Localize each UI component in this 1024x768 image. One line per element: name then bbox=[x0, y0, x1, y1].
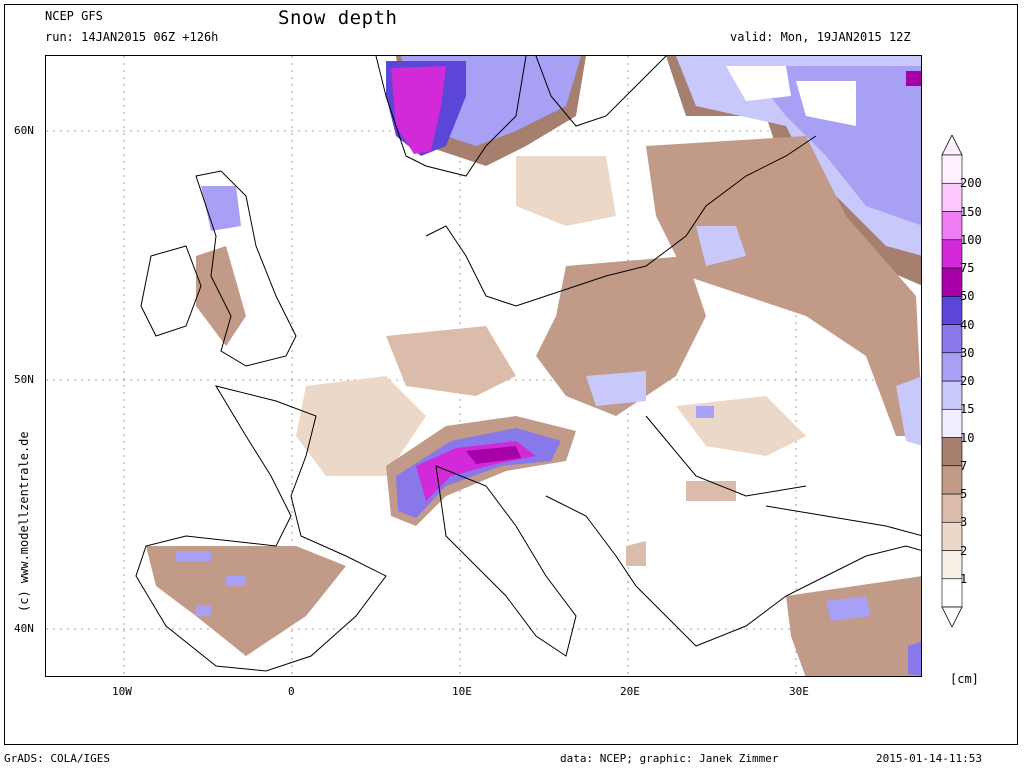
legend-swatch bbox=[941, 408, 963, 438]
legend-level-label: 20 bbox=[960, 374, 975, 388]
legend-unit: [cm] bbox=[950, 672, 979, 686]
snow-field-alps bbox=[386, 416, 576, 526]
legend-swatch bbox=[941, 295, 963, 325]
legend-swatch bbox=[941, 437, 963, 467]
snow-field-southeast bbox=[626, 481, 921, 676]
plot-frame bbox=[4, 4, 1018, 745]
legend-level-label: 15 bbox=[960, 402, 975, 417]
lat-label-40n: 40N bbox=[14, 622, 34, 635]
legend-level-label: 150 bbox=[960, 204, 982, 219]
legend-level-label: 100 bbox=[960, 232, 982, 247]
legend-level-label: 3 bbox=[960, 515, 968, 530]
legend-swatch bbox=[941, 182, 963, 212]
footer-grads: GrADS: COLA/IGES bbox=[4, 752, 110, 765]
legend-swatch bbox=[941, 380, 963, 410]
coastlines bbox=[135, 56, 921, 672]
model-label: NCEP GFS bbox=[45, 9, 103, 23]
legend-level-label: 10 bbox=[960, 430, 975, 445]
legend-level-label: 2 bbox=[960, 543, 968, 558]
lon-label-0: 0 bbox=[288, 685, 295, 698]
legend-swatch bbox=[941, 550, 963, 580]
map-title: Snow depth bbox=[278, 7, 398, 29]
legend-colorbar bbox=[941, 135, 963, 627]
snow-field-north bbox=[386, 56, 921, 446]
legend-level-label: 7 bbox=[960, 458, 968, 473]
legend-level-label: 1 bbox=[960, 571, 968, 586]
legend-level-label: 75 bbox=[960, 261, 975, 275]
legend-level-label: 200 bbox=[960, 176, 982, 191]
footer-timestamp: 2015-01-14-11:53 bbox=[876, 752, 982, 765]
legend-arrow-bottom bbox=[941, 606, 963, 627]
lon-label-20e: 20E bbox=[620, 685, 640, 698]
legend-swatch bbox=[941, 521, 963, 551]
footer-credit: data: NCEP; graphic: Janek Zimmer bbox=[560, 752, 779, 765]
snow-field-iberia bbox=[146, 546, 346, 656]
legend-swatch bbox=[941, 211, 963, 241]
legend-swatch bbox=[941, 324, 963, 354]
legend-level-label: 30 bbox=[960, 345, 975, 360]
legend-swatch bbox=[941, 465, 963, 495]
lon-label-10w: 10W bbox=[112, 685, 132, 698]
legend-swatch bbox=[941, 154, 963, 184]
legend-level-label: 40 bbox=[960, 317, 975, 332]
lat-label-50n: 50N bbox=[14, 373, 34, 386]
run-label: run: 14JAN2015 06Z +126h bbox=[45, 30, 219, 44]
legend-swatch bbox=[941, 267, 963, 297]
lon-label-30e: 30E bbox=[789, 685, 809, 698]
valid-label: valid: Mon, 19JAN2015 12Z bbox=[730, 30, 911, 44]
legend-level-label: 50 bbox=[960, 289, 975, 304]
legend-swatch bbox=[941, 239, 963, 269]
lat-label-60n: 60N bbox=[14, 124, 34, 137]
legend-swatch bbox=[941, 352, 963, 382]
snow-depth-map bbox=[45, 55, 922, 677]
legend-swatch bbox=[941, 493, 963, 523]
legend-level-label: 5 bbox=[960, 487, 968, 501]
lon-label-10e: 10E bbox=[452, 685, 472, 698]
map-canvas bbox=[46, 56, 921, 676]
legend-arrow-top bbox=[941, 135, 963, 156]
credit-vertical: (c) www.modellzentrale.de bbox=[17, 431, 31, 612]
legend-swatch bbox=[941, 578, 963, 608]
